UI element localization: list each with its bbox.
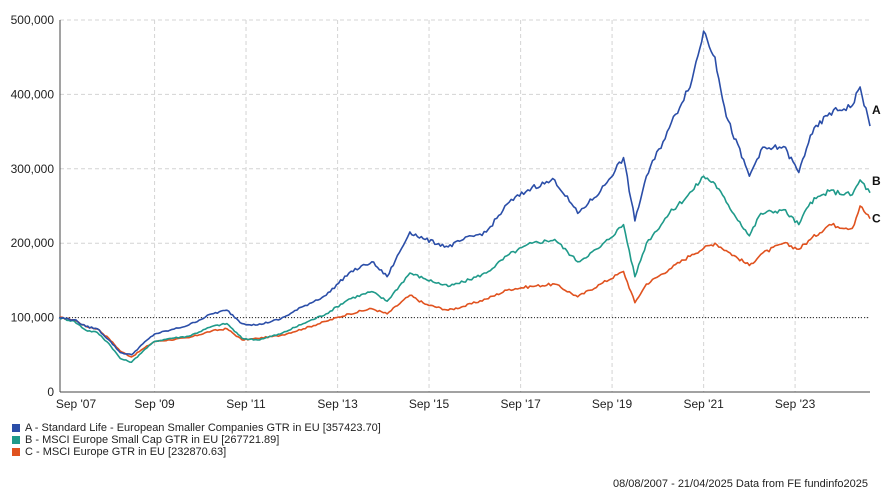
legend-swatch [12, 424, 20, 432]
x-tick-label: Sep '13 [317, 397, 358, 411]
x-tick-label: Sep '07 [56, 397, 97, 411]
legend: A - Standard Life - European Smaller Com… [12, 422, 381, 458]
x-tick-label: Sep '23 [775, 397, 816, 411]
x-tick-label: Sep '19 [592, 397, 633, 411]
y-tick-label: 200,000 [11, 236, 55, 250]
series-line-a [58, 30, 871, 356]
axes [59, 20, 870, 393]
y-tick-label: 0 [47, 385, 54, 399]
series-line-c [58, 205, 871, 358]
legend-item: B - MSCI Europe Small Cap GTR in EU [267… [12, 434, 381, 446]
legend-swatch [12, 448, 20, 456]
grid [60, 19, 870, 392]
legend-label: B - MSCI Europe Small Cap GTR in EU [267… [25, 434, 280, 446]
legend-swatch [12, 436, 20, 444]
legend-label: C - MSCI Europe GTR in EU [232870.63] [25, 446, 227, 458]
y-tick-label: 500,000 [11, 13, 55, 27]
y-tick-label: 100,000 [11, 311, 55, 325]
x-tick-label: Sep '11 [226, 397, 266, 411]
legend-item: C - MSCI Europe GTR in EU [232870.63] [12, 446, 381, 458]
x-tick-label: Sep '15 [409, 397, 450, 411]
y-tick-label: 300,000 [11, 162, 55, 176]
series-end-label-b: B [872, 174, 881, 188]
series-end-label-a: A [872, 103, 881, 117]
chart-footer: 08/08/2007 - 21/04/2025 Data from FE fun… [612, 478, 868, 490]
series-lines [58, 30, 871, 363]
y-tick-label: 400,000 [11, 87, 55, 101]
series-line-b [58, 175, 871, 363]
series-end-label-c: C [872, 212, 881, 226]
x-tick-label: Sep '21 [683, 397, 724, 411]
tick-labels: 0 100,000 200,000 300,000 400,000 500,000 Sep … [11, 13, 881, 411]
x-tick-label: Sep '09 [134, 397, 175, 411]
x-tick-label: Sep '17 [500, 397, 541, 411]
legend-item: A - Standard Life - European Smaller Com… [12, 422, 381, 434]
legend-label: A - Standard Life - European Smaller Com… [25, 422, 381, 434]
